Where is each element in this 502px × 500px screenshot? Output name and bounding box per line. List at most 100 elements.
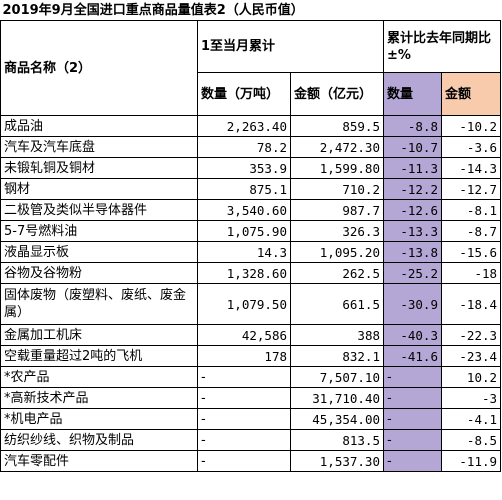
amount-cell: 661.5 [290, 283, 384, 325]
yoy-amount-cell: -15.6 [440, 241, 502, 263]
qty-cell: 14.3 [197, 241, 291, 263]
table-row: *高新技术产品 -31,710.40- -3 [0, 387, 502, 409]
product-name: *农产品 [0, 366, 198, 388]
table-row: 固体废物（废塑料、废纸、废金属） 1,079.50 661.5 -30.9 -18.4 [0, 283, 502, 325]
qty-cell: 178 [197, 345, 291, 367]
yoy-qty-cell: -41.6 [383, 345, 442, 367]
product-name: 金属加工机床 [0, 324, 198, 346]
table-title: 2019年9月全国进口重点商品量值表2（人民币值） [2, 2, 304, 18]
yoy-amount-cell: -23.4 [440, 345, 502, 367]
yoy-qty-cell: - [383, 366, 442, 388]
table-row: 汽车及汽车底盘 78.2 2,472.30 -10.7 -3.6 [0, 136, 502, 158]
yoy-qty-cell: - [383, 429, 442, 451]
table-row: 成品油 2,263.40 859.5 -8.8 -10.2 [0, 115, 502, 137]
header-name: 商品名称（2） [0, 20, 198, 116]
yoy-qty-cell: -12.6 [383, 199, 442, 221]
product-name: 5-7号燃料油 [0, 220, 198, 242]
yoy-qty-cell: -40.3 [383, 324, 442, 346]
header-yoy-amount: 金额 [440, 72, 502, 116]
product-name: 二极管及类似半导体器件 [0, 199, 198, 221]
amount-cell: 859.5 [290, 115, 384, 137]
yoy-amount-cell: -8.5 [440, 429, 502, 451]
header-qty: 数量（万吨） [197, 72, 291, 116]
product-name: *机电产品 [0, 408, 198, 430]
table-row: 谷物及谷物粉 1,328.60 262.5 -25.2 -18 [0, 262, 502, 284]
table-row: 液晶显示板 14.3 1,095.20 -13.8 -15.6 [0, 241, 502, 263]
product-name: 谷物及谷物粉 [0, 262, 198, 284]
qty-cell: - [197, 450, 291, 472]
table-row: 二极管及类似半导体器件 3,540.60 987.7 -12.6 -8.1 [0, 199, 502, 221]
table-row: 5-7号燃料油 1,075.90 326.3 -13.3 -8.7 [0, 220, 502, 242]
product-name: 成品油 [0, 115, 198, 137]
yoy-amount-cell: -12.7 [440, 178, 502, 200]
product-name: 汽车零配件 [0, 450, 198, 472]
product-name: 液晶显示板 [0, 241, 198, 263]
yoy-amount-cell: -18.4 [440, 283, 502, 325]
qty-cell: - [197, 366, 291, 388]
table-row: 汽车零配件 -1,537.30- -11.9 [0, 450, 502, 472]
qty-cell: - [197, 387, 291, 409]
yoy-qty-cell: -8.8 [383, 115, 442, 137]
amount-cell: 2,472.30 [290, 136, 384, 158]
yoy-qty-cell: -13.3 [383, 220, 442, 242]
table-row: 纺织纱线、织物及制品 -813.5- -8.5 [0, 429, 502, 451]
yoy-amount-cell: -14.3 [440, 157, 502, 179]
yoy-amount-cell: -11.9 [440, 450, 502, 472]
yoy-amount-cell: 10.2 [440, 366, 502, 388]
yoy-amount-cell: -4.1 [440, 408, 502, 430]
amount-cell: 326.3 [290, 220, 384, 242]
amount-cell: 1,095.20 [290, 241, 384, 263]
amount-cell: 710.2 [290, 178, 384, 200]
table-row: 钢材 875.1 710.2 -12.2 -12.7 [0, 178, 502, 200]
amount-cell: 832.1 [290, 345, 384, 367]
yoy-qty-cell: -10.7 [383, 136, 442, 158]
qty-cell: 1,075.90 [197, 220, 291, 242]
yoy-amount-cell: -3 [440, 387, 502, 409]
table-row: 金属加工机床 42,586 388 -40.3 -22.3 [0, 324, 502, 346]
table-row: 空载重量超过2吨的飞机 178 832.1 -41.6 -23.4 [0, 345, 502, 367]
table-row: *机电产品 -45,354.00- -4.1 [0, 408, 502, 430]
yoy-qty-cell: -11.3 [383, 157, 442, 179]
import-table: 2019年9月全国进口重点商品量值表2（人民币值） 商品名称（2） 1至当月累计… [0, 2, 502, 472]
product-name: 汽车及汽车底盘 [0, 136, 198, 158]
yoy-qty-cell: -12.2 [383, 178, 442, 200]
yoy-qty-cell: - [383, 408, 442, 430]
header-yoy: 累计比去年同期比±% [382, 20, 502, 73]
product-name: 固体废物（废塑料、废纸、废金属） [0, 283, 198, 325]
yoy-amount-cell: -10.2 [440, 115, 502, 137]
yoy-qty-cell: -25.2 [383, 262, 442, 284]
qty-cell: 78.2 [197, 136, 291, 158]
table-row: 未锻轧铜及铜材 353.9 1,599.80 -11.3 -14.3 [0, 157, 502, 179]
amount-cell: 987.7 [290, 199, 384, 221]
qty-cell: 3,540.60 [197, 199, 291, 221]
yoy-qty-cell: -30.9 [383, 283, 442, 325]
header-cumulative: 1至当月累计 [197, 20, 384, 73]
qty-cell: 353.9 [197, 157, 291, 179]
qty-cell: - [197, 429, 291, 451]
amount-cell: 1,599.80 [290, 157, 384, 179]
product-name: 纺织纱线、织物及制品 [0, 429, 198, 451]
qty-cell: 42,586 [197, 324, 291, 346]
amount-cell: 7,507.10 [290, 366, 384, 388]
header-amount: 金额（亿元） [290, 72, 384, 116]
amount-cell: 1,537.30 [290, 450, 384, 472]
amount-cell: 45,354.00 [290, 408, 384, 430]
amount-cell: 388 [290, 324, 384, 346]
product-name: 钢材 [0, 178, 198, 200]
qty-cell: 2,263.40 [197, 115, 291, 137]
product-name: *高新技术产品 [0, 387, 198, 409]
yoy-amount-cell: -8.7 [440, 220, 502, 242]
yoy-amount-cell: -18 [440, 262, 502, 284]
qty-cell: 1,328.60 [197, 262, 291, 284]
yoy-amount-cell: -8.1 [440, 199, 502, 221]
yoy-amount-cell: -22.3 [440, 324, 502, 346]
yoy-qty-cell: - [383, 387, 442, 409]
qty-cell: - [197, 408, 291, 430]
amount-cell: 31,710.40 [290, 387, 384, 409]
table-row: *农产品 -7,507.10-10.2 [0, 366, 502, 388]
product-name: 未锻轧铜及铜材 [0, 157, 198, 179]
amount-cell: 262.5 [290, 262, 384, 284]
header-yoy-qty: 数量 [383, 72, 442, 116]
amount-cell: 813.5 [290, 429, 384, 451]
